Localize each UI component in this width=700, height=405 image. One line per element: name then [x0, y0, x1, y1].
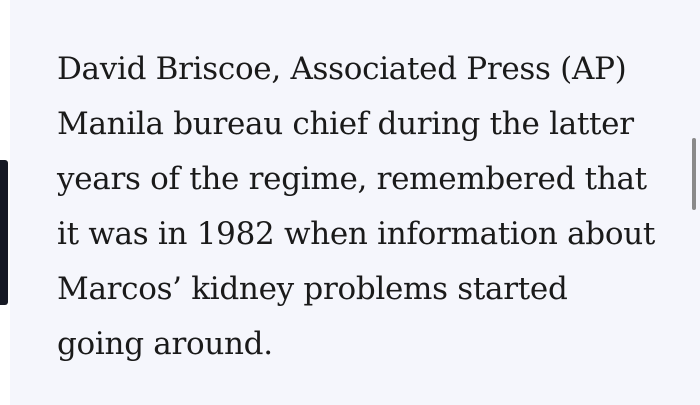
left-accent-bar — [0, 160, 8, 305]
paragraph-line: Marcos’ kidney problems started — [57, 271, 568, 307]
article-content-card: David Briscoe, Associated Press (AP) Man… — [10, 0, 700, 405]
paragraph-line: Manila bureau chief during the latter — [57, 106, 634, 142]
paragraph-line: going around. — [57, 326, 273, 362]
paragraph-line: it was in 1982 when information about — [57, 216, 656, 252]
article-paragraph: David Briscoe, Associated Press (AP) Man… — [57, 42, 687, 372]
paragraph-line: David Briscoe, Associated Press (AP) — [57, 51, 627, 87]
paragraph-line: years of the regime, remembered that — [57, 161, 647, 197]
scrollbar-thumb[interactable] — [692, 138, 696, 210]
